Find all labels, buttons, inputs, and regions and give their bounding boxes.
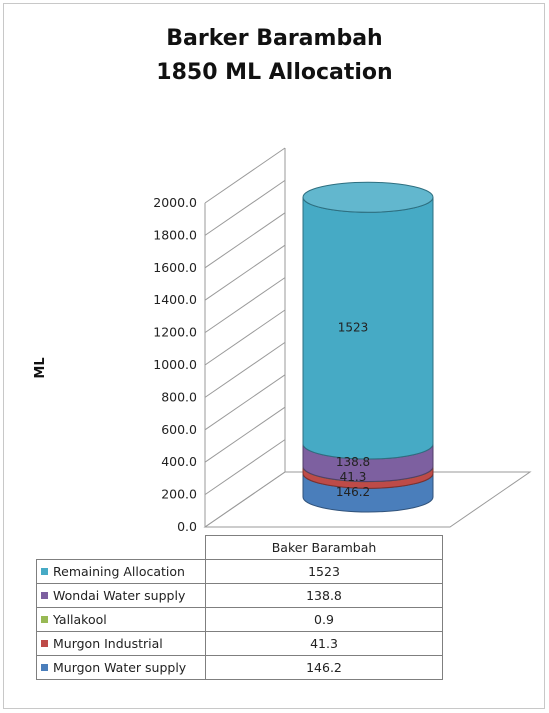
table-value: 41.3 (205, 631, 443, 656)
gridline (204, 277, 286, 334)
legend-entry: Remaining Allocation (36, 559, 206, 584)
y-tick-label: 400.0 (161, 454, 197, 469)
table-value: 146.2 (205, 655, 443, 680)
gridline (204, 374, 286, 431)
gridline (204, 309, 286, 366)
data-table: Baker Barambah Remaining Allocation 1523 W… (36, 535, 443, 680)
y-tick-label: 1400.0 (153, 292, 197, 307)
legend-label: Yallakool (53, 612, 107, 627)
legend-label: Murgon Industrial (53, 636, 163, 651)
legend-row: Remaining Allocation 1523 (36, 559, 443, 584)
legend-label: Murgon Water supply (53, 660, 187, 675)
gridline (204, 471, 286, 528)
legend-swatch (41, 616, 48, 623)
gridline (204, 406, 286, 463)
legend-label: Wondai Water supply (53, 588, 186, 603)
data-label: 138.8 (336, 455, 370, 469)
gridline (204, 212, 286, 269)
chart-title-line1: Barker Barambah (166, 26, 383, 51)
bar-top-cap (302, 181, 434, 213)
data-table-header: Baker Barambah (36, 535, 443, 560)
legend-row: Yallakool 0.9 (36, 607, 443, 632)
legend-swatch (41, 664, 48, 671)
legend-entry: Yallakool (36, 607, 206, 632)
data-label: 41.3 (340, 470, 367, 484)
table-value: 1523 (205, 559, 443, 584)
category-label: Baker Barambah (205, 535, 443, 560)
y-tick-label: 1200.0 (153, 325, 197, 340)
y-tick-label: 2000.0 (153, 195, 197, 210)
legend-swatch (41, 568, 48, 575)
data-label: 146.2 (336, 485, 370, 499)
y-tick-label: 1000.0 (153, 357, 197, 372)
gridline (204, 244, 286, 301)
chart-title-line2: 1850 ML Allocation (156, 60, 393, 85)
legend-label: Remaining Allocation (53, 564, 185, 579)
legend-swatch (41, 592, 48, 599)
y-tick-label: 600.0 (161, 422, 197, 437)
y-axis-label: ML (33, 357, 48, 378)
gridline (204, 439, 286, 496)
legend-row: Wondai Water supply 138.8 (36, 583, 443, 608)
data-table-corner (36, 535, 206, 560)
y-tick-label: 1600.0 (153, 260, 197, 275)
chart-frame (3, 3, 545, 709)
gridline (204, 147, 286, 204)
legend-entry: Wondai Water supply (36, 583, 206, 608)
y-tick-label: 200.0 (161, 487, 197, 502)
data-label: 1523 (338, 321, 369, 335)
table-value: 138.8 (205, 583, 443, 608)
legend-entry: Murgon Water supply (36, 655, 206, 680)
y-tick-label: 800.0 (161, 389, 197, 404)
legend-entry: Murgon Industrial (36, 631, 206, 656)
legend-row: Murgon Industrial 41.3 (36, 631, 443, 656)
y-tick-label: 1800.0 (153, 227, 197, 242)
legend-swatch (41, 640, 48, 647)
table-value: 0.9 (205, 607, 443, 632)
legend-row: Murgon Water supply 146.2 (36, 655, 443, 680)
gridline (204, 341, 286, 398)
y-tick-label: 0.0 (177, 519, 197, 534)
gridline (204, 179, 286, 236)
